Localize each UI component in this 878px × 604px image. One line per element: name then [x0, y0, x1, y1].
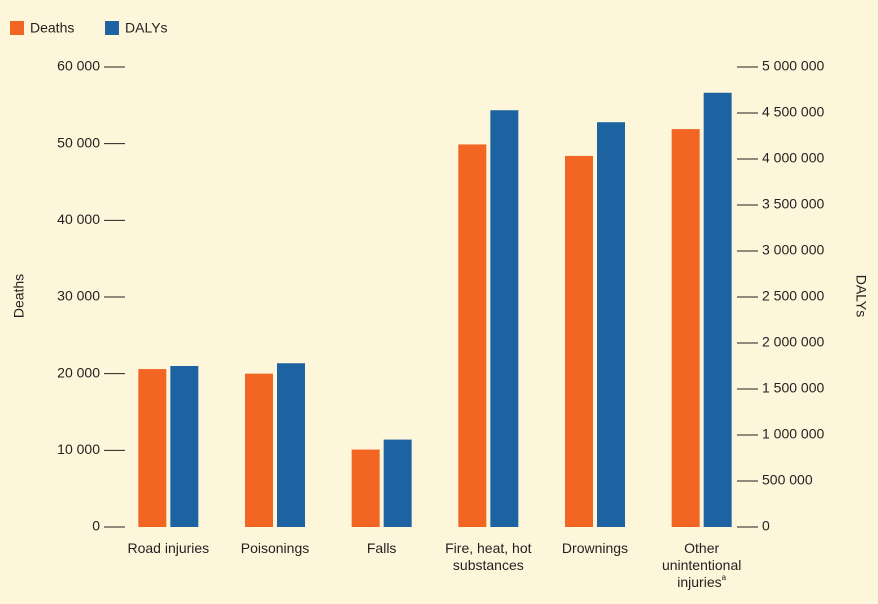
footnote-marker: a: [721, 573, 727, 582]
x-tick-label: Drownings: [543, 540, 647, 557]
y2-tick-label: 3 000 000: [762, 242, 824, 258]
y2-tick-label: 2 000 000: [762, 334, 824, 350]
y-axis-title: Deaths: [11, 274, 27, 318]
bar: [490, 110, 519, 528]
category-text: Fire, heat, hot substances: [445, 540, 532, 573]
y-tick-label: 30 000: [57, 288, 100, 304]
bar: [458, 144, 487, 527]
category-text: Drownings: [561, 540, 629, 556]
y2-tick-label: 2 500 000: [762, 288, 824, 304]
y2-tick-label: 3 500 000: [762, 196, 824, 212]
y-tick-label: 20 000: [57, 364, 100, 380]
x-tick-label: Fire, heat, hot substances: [436, 540, 540, 574]
y2-tick-label: 4 000 000: [762, 150, 824, 166]
bar: [351, 449, 380, 527]
y2-tick-label: 5 000 000: [762, 58, 824, 74]
bar: [565, 155, 593, 527]
y-tick-label: 40 000: [57, 211, 100, 227]
y2-tick-label: 500 000: [762, 472, 813, 488]
category-text: Other unintentional injuries: [661, 540, 742, 590]
bar: [170, 366, 199, 527]
y-tick-label: 0: [92, 518, 100, 534]
x-tick-label: Road injuries: [116, 540, 220, 557]
y-tick-label: 10 000: [57, 441, 100, 457]
bar: [277, 363, 305, 527]
bar: [138, 369, 167, 527]
y2-tick-label: 1 000 000: [762, 426, 824, 442]
y-tick-label: 60 000: [57, 58, 100, 74]
y2-tick-label: 1 500 000: [762, 380, 824, 396]
category-text: Falls: [366, 540, 397, 556]
x-tick-label: Falls: [330, 540, 434, 557]
bar: [703, 92, 732, 527]
bar: [245, 373, 273, 527]
category-text: Road injuries: [127, 540, 210, 556]
y2-tick-label: 0: [762, 518, 770, 534]
legend-swatch: [10, 21, 24, 35]
bar: [597, 122, 625, 527]
legend-label: Deaths: [30, 20, 74, 36]
bar: [671, 129, 700, 527]
legend-label: DALYs: [125, 20, 168, 36]
y-tick-label: 50 000: [57, 134, 100, 150]
y2-axis-title: DALYs: [853, 275, 869, 318]
x-tick-label: Other unintentional injuriesa: [650, 540, 754, 591]
x-tick-label: Poisonings: [223, 540, 327, 557]
bar: [383, 439, 412, 527]
y2-tick-label: 4 500 000: [762, 104, 824, 120]
category-text: Poisonings: [240, 540, 310, 556]
legend-swatch: [105, 21, 119, 35]
